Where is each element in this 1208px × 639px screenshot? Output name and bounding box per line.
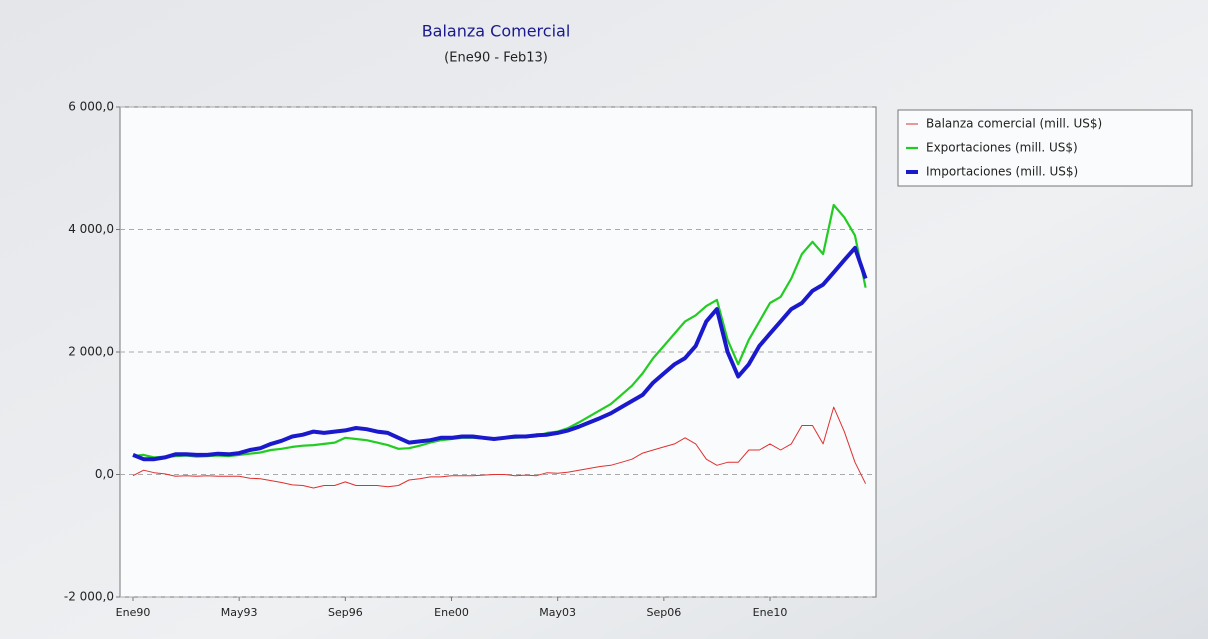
- y-tick-label: 2 000,0: [68, 345, 114, 359]
- legend-label: Exportaciones (mill. US$): [926, 141, 1078, 155]
- x-tick-label: Ene00: [434, 606, 469, 619]
- x-tick-label: Ene10: [753, 606, 788, 619]
- y-tick-label: -2 000,0: [64, 590, 114, 604]
- series-line: [132, 245, 868, 462]
- chart-title: Balanza Comercial: [422, 22, 571, 41]
- series-line: [132, 406, 867, 489]
- x-tick-label: May03: [539, 606, 576, 619]
- legend-box: [897, 109, 1193, 187]
- legend-label: Importaciones (mill. US$): [926, 165, 1078, 179]
- x-tick-label: Sep96: [328, 606, 363, 619]
- x-tick-label: Sep06: [646, 606, 681, 619]
- chart-subtitle: (Ene90 - Feb13): [444, 51, 548, 66]
- y-tick-label: 0,0: [95, 467, 114, 481]
- x-tick-label: Ene90: [116, 606, 151, 619]
- y-tick-label: 4 000,0: [68, 222, 114, 236]
- y-tick-label: 6 000,0: [68, 100, 114, 114]
- x-tick-label: May93: [221, 606, 258, 619]
- legend-label: Balanza comercial (mill. US$): [926, 117, 1102, 131]
